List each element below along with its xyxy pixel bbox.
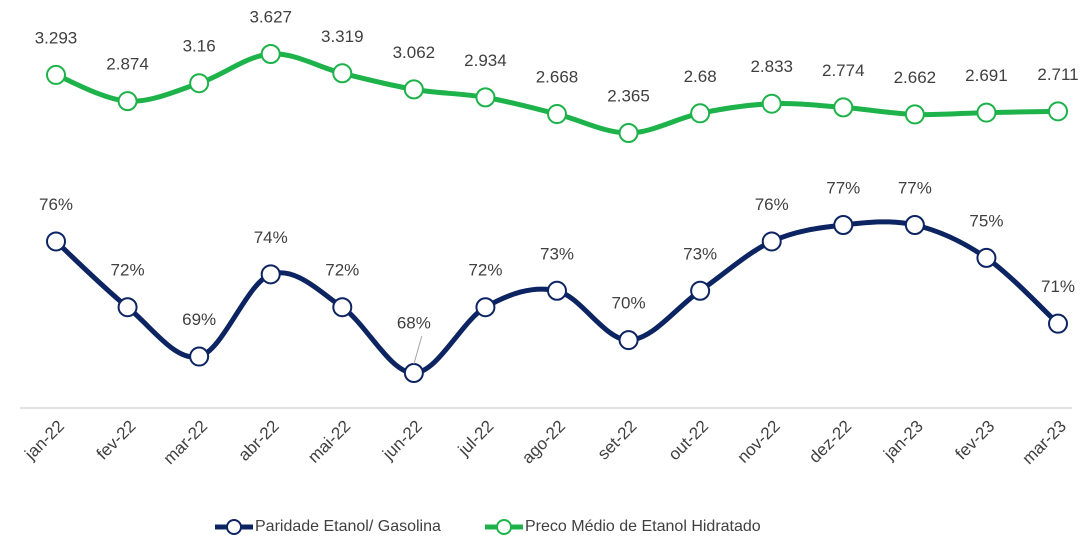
data-label: 2.68 [684, 67, 717, 86]
x-tick-label: mai-22 [304, 417, 354, 467]
data-point [332, 63, 353, 84]
data-point [618, 330, 639, 351]
x-tick-label: dez-22 [805, 417, 855, 467]
x-tick-label: set-22 [594, 417, 641, 464]
data-label: 2.711 [1037, 65, 1078, 84]
data-label: 68% [397, 313, 431, 332]
data-label: 76% [755, 195, 789, 214]
data-point [833, 215, 854, 235]
data-point [189, 73, 210, 94]
legend-label: Preco Médio de Etanol Hidratado [525, 518, 761, 535]
data-point [761, 93, 782, 114]
data-label: 2.934 [464, 51, 507, 70]
x-tick-label: nov-22 [734, 417, 784, 467]
data-point [46, 64, 66, 85]
data-label: 72% [468, 261, 502, 280]
data-point [260, 264, 281, 285]
x-tick-label: jun-22 [378, 417, 426, 465]
data-label: 71% [1041, 277, 1075, 296]
x-tick-label: mar-22 [160, 417, 212, 469]
data-point [833, 97, 854, 118]
data-point [1048, 313, 1068, 334]
x-tick-label: out-22 [665, 417, 713, 465]
data-point [403, 79, 424, 100]
data-label: 74% [254, 228, 288, 247]
data-point [547, 280, 567, 301]
data-label: 69% [182, 310, 216, 329]
data-point [117, 297, 138, 318]
data-label: 76% [39, 195, 73, 214]
data-point [403, 363, 424, 383]
data-label: 3.16 [183, 37, 216, 56]
data-point [475, 297, 496, 318]
data-label: 3.293 [35, 28, 78, 47]
legend-marker [226, 519, 242, 535]
data-point [618, 123, 639, 143]
x-tick-label: abr-22 [235, 417, 283, 465]
data-label: 2.691 [965, 66, 1008, 85]
data-point [46, 231, 66, 252]
data-point [904, 215, 925, 235]
data-label: 2.662 [894, 68, 937, 87]
data-label: 2.874 [106, 55, 149, 74]
data-point [1048, 101, 1068, 122]
data-label: 77% [826, 178, 860, 197]
data-point [189, 346, 210, 367]
data-point [332, 297, 353, 318]
data-point [260, 44, 281, 64]
data-label: 3.627 [249, 7, 292, 26]
data-label: 75% [969, 211, 1003, 230]
x-tick-label: mar-23 [1018, 417, 1070, 469]
data-point [117, 91, 138, 112]
legend-marker [496, 519, 512, 535]
data-label: 73% [540, 244, 574, 263]
data-point [761, 231, 782, 252]
x-tick-label: jan-22 [20, 417, 68, 465]
data-label: 72% [325, 261, 359, 280]
x-tick-label: ago-22 [518, 417, 569, 468]
leader-line [413, 335, 423, 365]
data-label: 70% [612, 294, 646, 313]
data-label: 2.668 [536, 68, 579, 87]
data-label: 2.365 [607, 86, 650, 105]
data-point [475, 87, 496, 108]
data-label: 3.062 [393, 43, 436, 62]
data-point [904, 104, 925, 125]
series-line [54, 219, 1060, 376]
data-label: 2.774 [822, 61, 865, 80]
data-label: 77% [898, 178, 932, 197]
data-label: 3.319 [321, 27, 364, 46]
x-tick-label: jan-23 [879, 417, 927, 465]
data-label: 2.833 [750, 57, 793, 76]
x-tick-label: fev-23 [952, 417, 999, 464]
data-label: 72% [111, 261, 145, 280]
data-label: 73% [683, 244, 717, 263]
data-point [547, 104, 567, 125]
x-tick-label: jul-22 [454, 417, 498, 461]
data-point [690, 280, 711, 301]
data-point [976, 247, 997, 268]
x-tick-label: fev-22 [93, 417, 140, 464]
legend-label: Paridade Etanol/ Gasolina [255, 518, 441, 535]
data-point [690, 103, 711, 124]
data-point [976, 102, 997, 123]
